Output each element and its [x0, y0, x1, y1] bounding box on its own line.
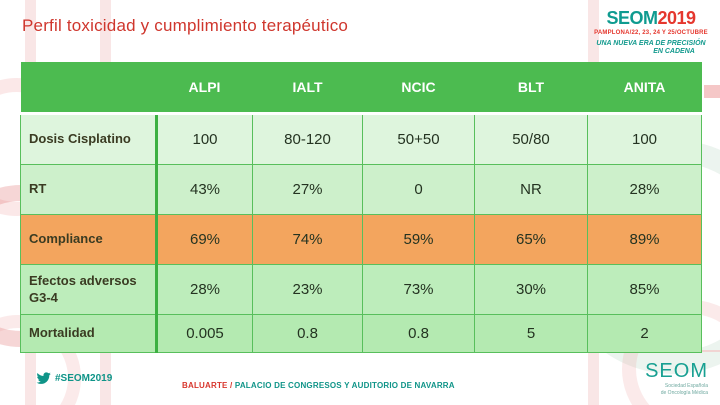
table-cell: 80-120 — [252, 113, 363, 165]
logo-seom-text: SEOM — [606, 8, 658, 28]
table-cell: 2 — [587, 314, 702, 353]
seom-logo-text: SEOM — [645, 360, 708, 382]
table-row-compliance-highlighted: Compliance 69% 74% 59% 65% 89% — [20, 214, 702, 265]
table-cell: 74% — [252, 214, 363, 265]
table-row-dosis-cisplatino: Dosis Cisplatino 100 80-120 50+50 50/80 … — [20, 113, 702, 165]
table-cell: 65% — [474, 214, 588, 265]
table-cell: 0.005 — [156, 314, 253, 353]
logo-year-text: 2019 — [657, 8, 696, 28]
table-header-blt: BLT — [474, 62, 588, 115]
table-cell: NR — [474, 164, 588, 215]
table-cell: 23% — [252, 264, 363, 315]
hashtag-text: #SEOM2019 — [55, 373, 113, 384]
table-cell: 0.8 — [362, 314, 475, 353]
table-row-rt: RT 43% 27% 0 NR 28% — [20, 164, 702, 215]
congress-dates: PAMPLONA/22, 23, 24 Y 25/OCTUBRE — [594, 29, 708, 36]
congress-slogan-line2: EN CADENA — [653, 47, 695, 55]
congress-slogan-line1: UNA NUEVA ERA DE PRECISIÓN — [596, 39, 706, 47]
row-label: Mortalidad — [20, 314, 158, 353]
table-cell: 69% — [156, 214, 253, 265]
table-header-anita: ANITA — [587, 62, 702, 115]
table-cell: 27% — [252, 164, 363, 215]
venue-name: BALUARTE / — [182, 381, 233, 390]
table-cell: 89% — [587, 214, 702, 265]
table-cell: 5 — [474, 314, 588, 353]
table-cell: 0.8 — [252, 314, 363, 353]
table-header-row: ALPI IALT NCIC BLT ANITA — [20, 62, 702, 115]
table-row-efectos-adversos: Efectos adversos G3-4 28% 23% 73% 30% 85… — [20, 264, 702, 315]
table-header-ncic: NCIC — [362, 62, 475, 115]
decor-patch — [704, 85, 720, 98]
table-header-empty — [20, 62, 157, 115]
row-label: Compliance — [20, 214, 158, 265]
table-cell: 73% — [362, 264, 475, 315]
table-cell: 30% — [474, 264, 588, 315]
slide-title: Perfil toxicidad y cumplimiento terapéut… — [22, 16, 349, 35]
table-cell: 43% — [156, 164, 253, 215]
table-header-alpi: ALPI — [156, 62, 253, 115]
table-cell: 100 — [156, 113, 253, 165]
seom-logo-subtitle-line1: Sociedad Española — [664, 383, 708, 389]
table-cell: 0 — [362, 164, 475, 215]
toxicity-compliance-table: ALPI IALT NCIC BLT ANITA Dosis Cisplatin… — [20, 62, 702, 353]
table-cell: 85% — [587, 264, 702, 315]
table-cell: 50/80 — [474, 113, 588, 165]
seom2019-wordmark: SEOM2019 — [592, 8, 710, 29]
table-header-ialt: IALT — [252, 62, 363, 115]
row-label: RT — [20, 164, 158, 215]
table-row-mortalidad: Mortalidad 0.005 0.8 0.8 5 2 — [20, 314, 702, 353]
footer-hashtag: #SEOM2019 — [36, 372, 112, 385]
footer-venue: BALUARTE / PALACIO DE CONGRESOS Y AUDITO… — [182, 381, 455, 390]
table-cell: 100 — [587, 113, 702, 165]
seom-society-logo: SEOM Sociedad Española de Oncología Médi… — [645, 361, 708, 396]
venue-description: PALACIO DE CONGRESOS Y AUDITORIO DE NAVA… — [232, 381, 455, 390]
row-label: Efectos adversos G3-4 — [20, 264, 158, 315]
table-cell: 28% — [587, 164, 702, 215]
table-cell: 28% — [156, 264, 253, 315]
table-cell: 50+50 — [362, 113, 475, 165]
twitter-bird-icon — [36, 372, 51, 385]
seom-logo-subtitle-line2: de Oncología Médica — [660, 389, 708, 396]
table-cell: 59% — [362, 214, 475, 265]
row-label: Dosis Cisplatino — [20, 113, 158, 165]
seom2019-congress-logo: SEOM2019 PAMPLONA/22, 23, 24 Y 25/OCTUBR… — [592, 8, 710, 56]
